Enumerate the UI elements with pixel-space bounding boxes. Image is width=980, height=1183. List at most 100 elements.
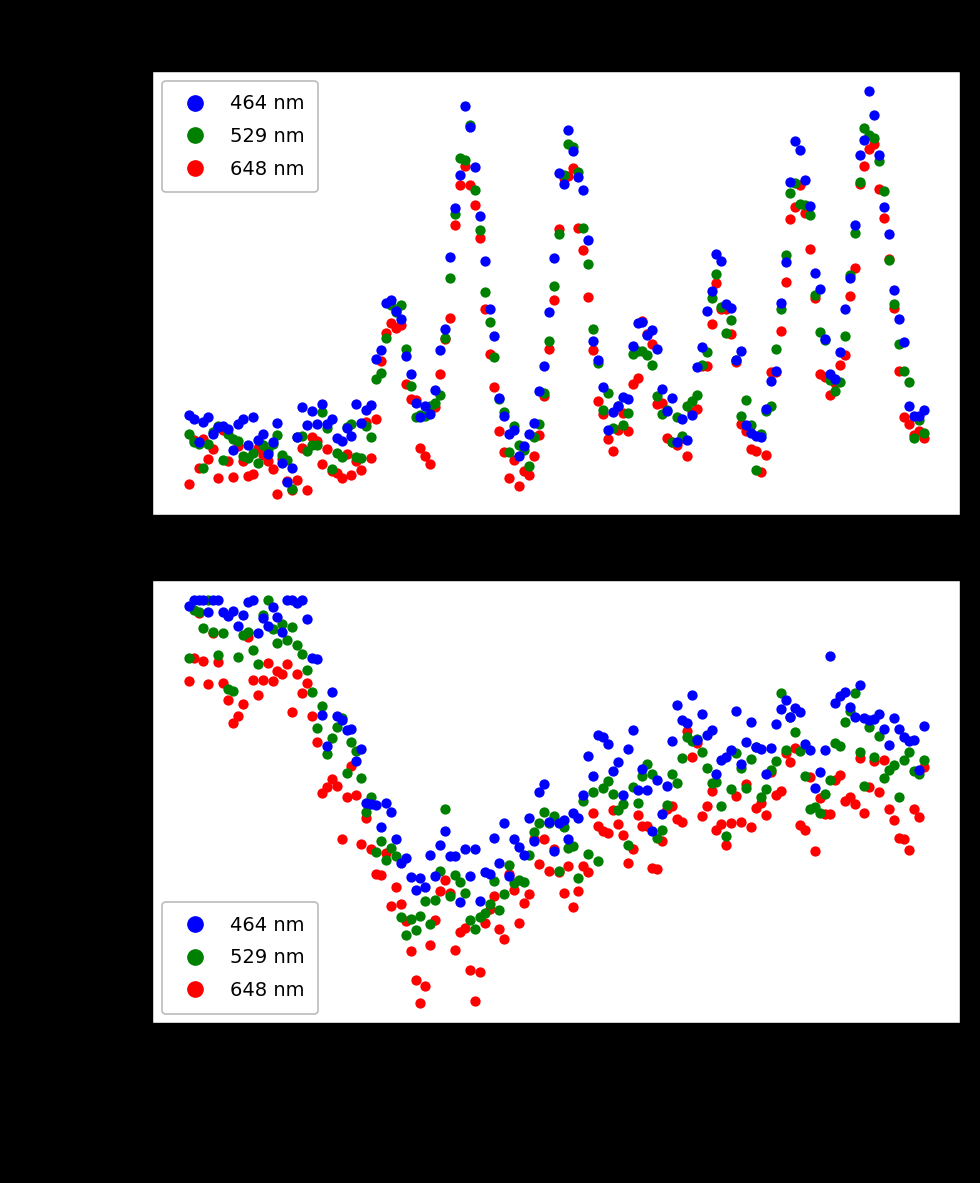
Point: [329, 464, 345, 483]
Point: [359, 793, 374, 812]
Point: [664, 389, 680, 408]
Point: [417, 447, 433, 466]
Point: [378, 851, 394, 870]
Point: [635, 759, 651, 778]
Point: [541, 813, 557, 832]
Point: [910, 407, 926, 426]
Point: [403, 389, 418, 408]
Point: [684, 686, 700, 705]
Point: [344, 465, 360, 484]
Point: [196, 651, 212, 670]
Point: [240, 448, 256, 467]
Point: [773, 322, 789, 341]
Point: [655, 394, 670, 413]
Point: [619, 853, 635, 872]
Point: [713, 252, 729, 271]
Point: [713, 796, 729, 815]
Point: [679, 431, 695, 450]
Point: [378, 793, 394, 812]
Point: [265, 433, 280, 452]
Point: [669, 809, 685, 828]
Point: [359, 413, 374, 432]
Point: [619, 836, 635, 855]
Point: [466, 991, 482, 1010]
Point: [570, 881, 586, 900]
Point: [354, 460, 369, 479]
Point: [901, 743, 916, 762]
Point: [279, 631, 295, 649]
Legend: 464 nm, 529 nm, 648 nm: 464 nm, 529 nm, 648 nm: [162, 903, 318, 1014]
Point: [191, 434, 207, 453]
Point: [373, 817, 389, 836]
Point: [783, 707, 799, 726]
Point: [832, 355, 848, 374]
Point: [556, 168, 571, 187]
Point: [625, 720, 641, 739]
Point: [847, 683, 862, 702]
Point: [743, 712, 759, 731]
Point: [413, 407, 428, 426]
Point: [610, 814, 625, 833]
Point: [309, 435, 324, 454]
Point: [694, 743, 710, 762]
Point: [556, 884, 571, 903]
Point: [803, 196, 818, 215]
Point: [536, 775, 552, 794]
Point: [235, 446, 251, 465]
Point: [487, 327, 503, 345]
Point: [748, 737, 763, 756]
Point: [827, 369, 843, 388]
Point: [240, 467, 256, 486]
Point: [201, 674, 217, 693]
Point: [507, 451, 522, 470]
Point: [718, 295, 734, 313]
Point: [709, 772, 724, 791]
Point: [457, 150, 472, 169]
Point: [565, 159, 581, 177]
Point: [551, 225, 566, 244]
Point: [551, 220, 566, 239]
Point: [762, 362, 778, 381]
Point: [822, 804, 838, 823]
Point: [186, 431, 202, 450]
Point: [832, 342, 848, 361]
Point: [709, 245, 724, 264]
Point: [906, 406, 921, 425]
Point: [211, 416, 226, 435]
Point: [462, 866, 477, 885]
Point: [240, 627, 256, 646]
Point: [250, 431, 266, 450]
Point: [580, 231, 596, 250]
Point: [640, 324, 656, 343]
Point: [432, 364, 448, 383]
Point: [704, 315, 719, 334]
Point: [753, 427, 768, 446]
Point: [738, 775, 754, 794]
Point: [230, 647, 246, 666]
Point: [417, 892, 433, 911]
Point: [595, 728, 611, 746]
Point: [274, 450, 290, 468]
Point: [896, 332, 911, 351]
Point: [570, 219, 586, 238]
Point: [910, 765, 926, 784]
Point: [349, 742, 365, 761]
Point: [767, 363, 783, 382]
Point: [531, 854, 547, 873]
Point: [294, 439, 310, 458]
Point: [245, 641, 261, 660]
Point: [876, 209, 892, 228]
Point: [798, 767, 813, 786]
Point: [704, 774, 719, 793]
Point: [762, 738, 778, 757]
Point: [669, 774, 685, 793]
Point: [196, 590, 212, 609]
Point: [388, 318, 404, 337]
Point: [482, 312, 498, 331]
Point: [329, 718, 345, 737]
Point: [191, 590, 207, 609]
Point: [713, 814, 729, 833]
Point: [723, 311, 739, 330]
Point: [546, 277, 562, 296]
Point: [359, 418, 374, 437]
